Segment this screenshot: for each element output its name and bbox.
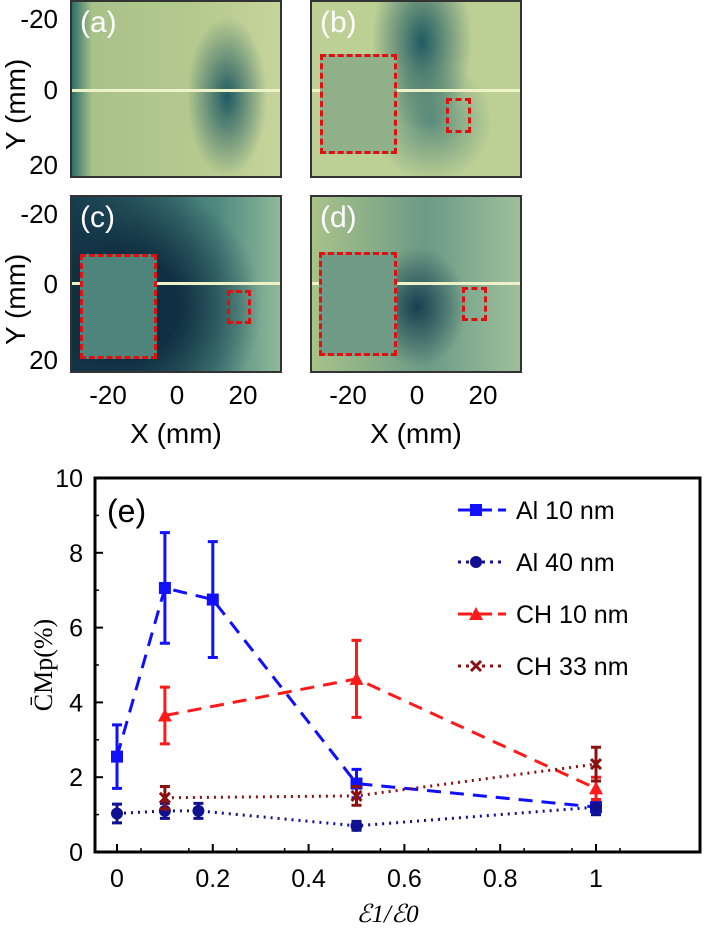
inset-box	[80, 254, 157, 359]
data-point	[590, 801, 602, 814]
data-point	[157, 708, 172, 722]
y-tick-label: 4	[69, 689, 83, 717]
series-line	[115, 586, 597, 809]
x-tick-label: 0	[169, 380, 185, 410]
panel-label: (b)	[320, 6, 357, 39]
panel-b: (b)	[310, 0, 522, 178]
y-tick-label: -20	[20, 199, 58, 229]
data-point	[350, 789, 363, 802]
legend-entry: Al 10 nm	[458, 497, 615, 525]
data-point	[206, 593, 219, 606]
slit	[72, 282, 280, 285]
panel-label: (a)	[80, 6, 117, 39]
panel-c: (c)	[70, 195, 282, 373]
data-point	[589, 758, 603, 771]
x-axis-label: ℰ1/ℰ0	[356, 901, 419, 928]
x-axis-label: X (mm)	[370, 418, 462, 449]
inset-box	[319, 252, 397, 356]
y-tick-label: 2	[69, 764, 83, 792]
zoom-region-box	[462, 287, 487, 321]
x-tick-label: 0.8	[483, 865, 518, 893]
data-point	[192, 804, 205, 817]
x-tick-label: 20	[228, 380, 258, 410]
x-tick-label: 20	[468, 380, 498, 410]
x-tick-label: 0.2	[195, 865, 230, 893]
panel-a: (a)	[70, 0, 282, 178]
data-point	[350, 819, 363, 832]
inset-box	[320, 54, 397, 154]
data-point	[158, 581, 171, 594]
series-ch-33-nm	[158, 745, 603, 811]
zoom-region-box	[227, 290, 251, 324]
legend-entry: CH 33 nm	[458, 653, 629, 681]
y-axis-label: Y (mm)	[0, 58, 31, 150]
series-line	[164, 677, 597, 790]
slit	[312, 89, 520, 92]
x-tick-label: 0.4	[291, 865, 326, 893]
data-point	[111, 807, 123, 820]
panel-label: (c)	[80, 201, 115, 234]
data-point	[158, 791, 171, 804]
series-line	[164, 762, 597, 800]
legend-entry: Al 40 nm	[458, 549, 615, 577]
legend-label: CH 10 nm	[516, 601, 629, 629]
legend-label: CH 33 nm	[516, 653, 629, 681]
data-point	[469, 659, 483, 673]
y-tick-label: 0	[43, 269, 58, 299]
x-tick-label: -20	[89, 380, 127, 410]
series-al-40-nm	[111, 798, 602, 832]
y-tick-label: 8	[69, 540, 83, 568]
y-tick-label: 10	[55, 465, 83, 493]
data-point	[470, 504, 482, 516]
y-tick-label: 0	[69, 839, 83, 867]
y-tick-label: 6	[69, 615, 83, 643]
x-tick-label: 0	[110, 865, 124, 893]
y-axis-label: Y (mm)	[0, 253, 31, 345]
slit	[72, 89, 280, 92]
x-tick-label: 1	[589, 865, 603, 893]
x-tick-label: 0.6	[387, 865, 422, 893]
x-tick-label: -20	[329, 380, 367, 410]
zoom-region-box	[446, 98, 471, 133]
y-tick-label: 0	[43, 75, 58, 105]
slit	[312, 282, 520, 285]
y-tick-label: -20	[20, 4, 58, 34]
panel-label: (d)	[320, 201, 357, 234]
data-point	[589, 781, 603, 795]
legend-label: Al 40 nm	[516, 549, 615, 577]
panel-d: (d)	[310, 195, 522, 373]
data-point	[469, 607, 483, 620]
data-point	[349, 671, 364, 685]
y-axis-label: C̄Mp(%)	[29, 619, 58, 711]
data-point	[470, 556, 482, 568]
x-axis-label: X (mm)	[130, 418, 222, 449]
x-tick-label: 0	[409, 380, 425, 410]
y-tick-label: 20	[29, 345, 58, 375]
legend-entry: CH 10 nm	[458, 601, 629, 629]
panel-label: (e)	[107, 493, 146, 529]
y-tick-label: 20	[29, 150, 58, 180]
data-point	[111, 750, 123, 763]
legend-label: Al 10 nm	[516, 497, 615, 525]
